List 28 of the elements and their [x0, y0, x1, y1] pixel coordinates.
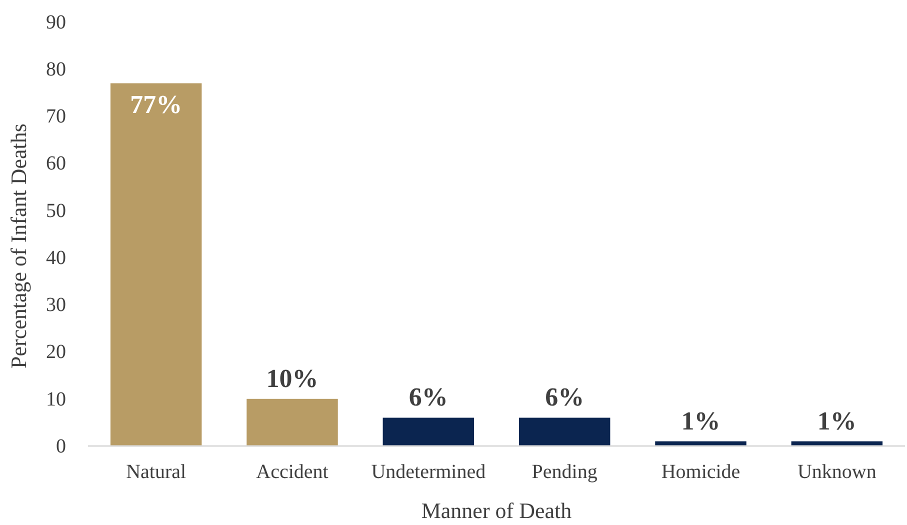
x-tick-label: Accident [256, 461, 329, 484]
x-tick-label: Natural [126, 461, 187, 484]
y-tick-label: 30 [46, 294, 66, 316]
y-tick-label: 50 [46, 200, 66, 222]
data-label: 6% [545, 382, 584, 412]
x-tick-label: Pending [532, 461, 598, 484]
y-tick-label: 90 [46, 11, 66, 34]
y-tick-label: 20 [46, 341, 66, 364]
data-label: 77% [130, 90, 182, 120]
y-tick-label: 10 [46, 388, 66, 410]
y-tick-label: 40 [46, 246, 66, 269]
y-axis-title: Percentage of Infant Deaths [6, 124, 31, 368]
data-label: 1% [681, 406, 720, 436]
x-tick-label: Homicide [661, 461, 740, 484]
data-label: 10% [266, 364, 318, 393]
data-label: 6% [408, 382, 448, 412]
y-tick-label: 0 [56, 435, 66, 458]
y-tick-label: 70 [46, 106, 66, 128]
bar [518, 418, 610, 446]
x-axis-title: Manner of Death [421, 498, 572, 523]
y-tick-label: 80 [46, 58, 66, 81]
bar [382, 418, 474, 446]
bar [246, 398, 338, 446]
x-tick-label: Unknown [797, 461, 876, 484]
bar [110, 83, 202, 446]
data-label: 1% [817, 406, 856, 436]
x-tick-label: Undetermined [371, 461, 486, 484]
y-tick-label: 60 [46, 152, 66, 175]
